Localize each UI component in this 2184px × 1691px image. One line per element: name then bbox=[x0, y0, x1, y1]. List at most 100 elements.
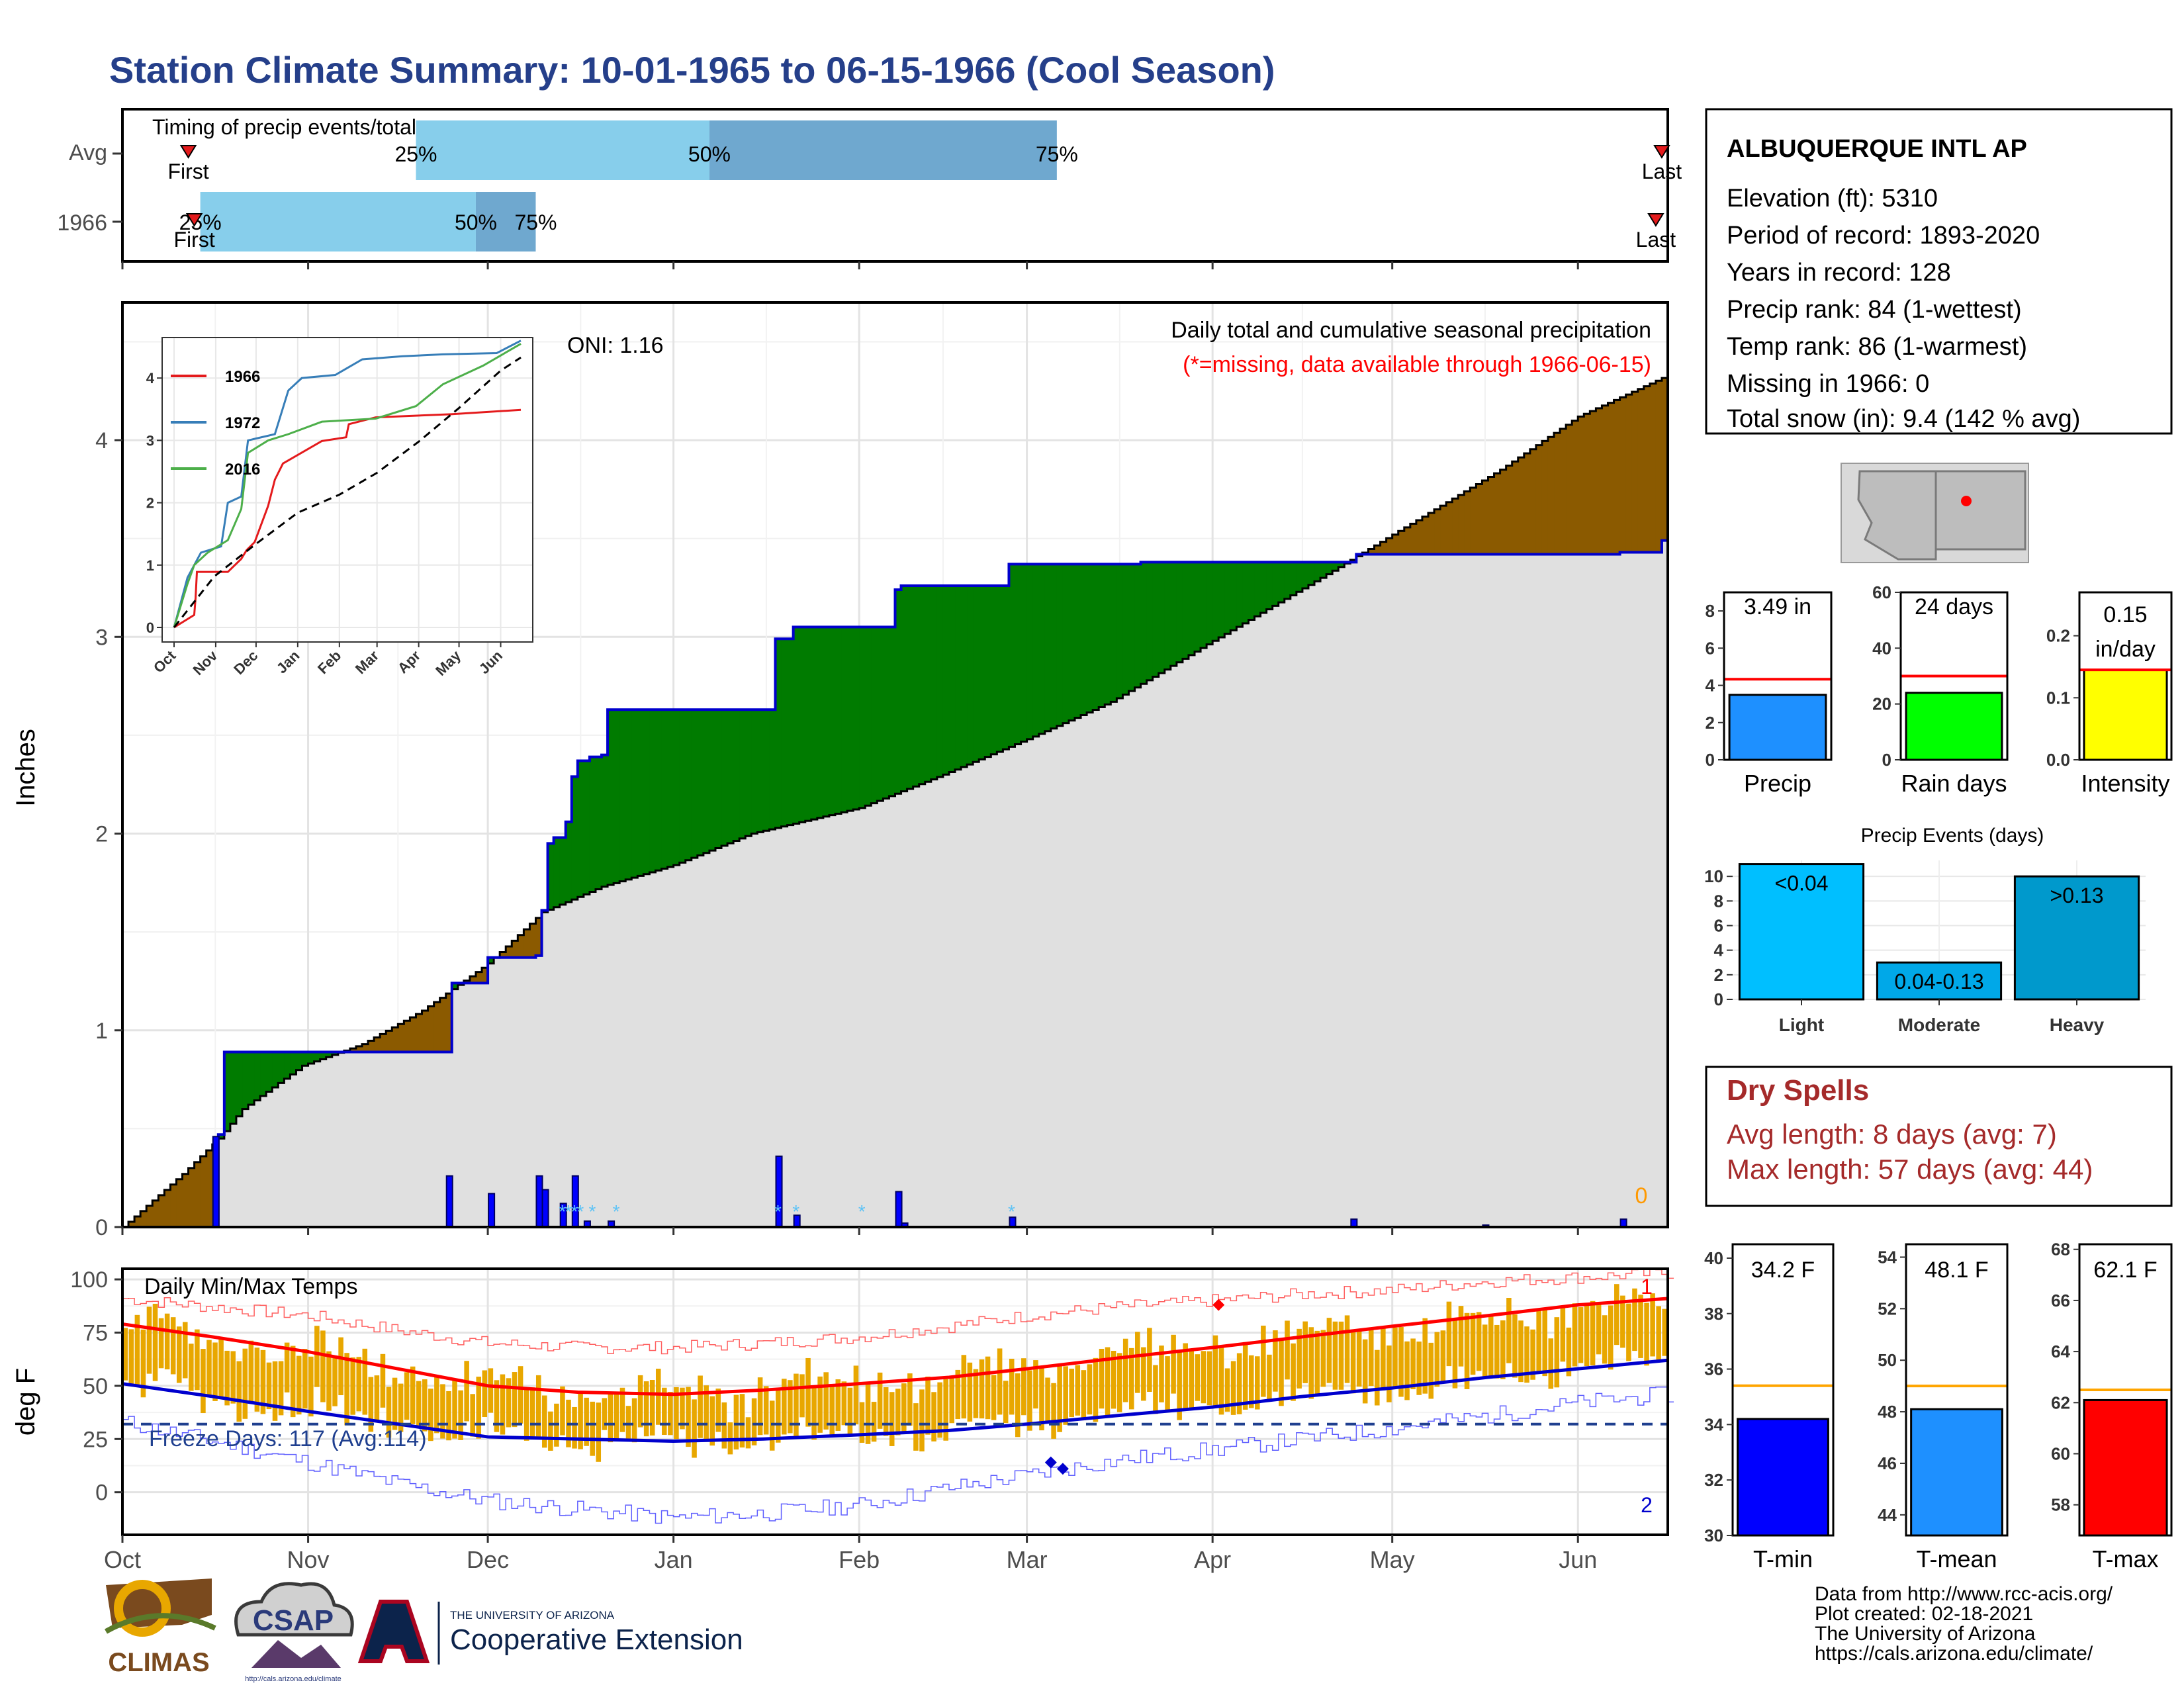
season-precip-y-tick-label-2-0: 0.0 bbox=[2046, 750, 2070, 770]
precip-departure-233 bbox=[1518, 457, 1525, 554]
precip-departure-114 bbox=[805, 627, 812, 821]
snow-marker-5: * bbox=[613, 1201, 620, 1222]
station-missing: Missing in 1966: 0 bbox=[1727, 370, 1929, 398]
station-snow: Total snow (in): 9.4 (142 % avg) bbox=[1727, 405, 2080, 433]
precip-departure-184 bbox=[1224, 562, 1231, 633]
temp-day-bar-4 bbox=[147, 1306, 152, 1373]
temp-day-bar-6 bbox=[159, 1318, 164, 1369]
ua-logo-line1: THE UNIVERSITY OF ARIZONA bbox=[450, 1609, 615, 1622]
precip-departure-92 bbox=[674, 709, 680, 865]
timing-row-label-avg: Avg bbox=[69, 140, 107, 165]
precip-departure-9 bbox=[176, 1179, 183, 1227]
temp-day-bar-65 bbox=[512, 1372, 518, 1427]
precip-departure-49 bbox=[416, 1014, 422, 1052]
precip-departure-146 bbox=[997, 586, 1003, 752]
precip-departure-125 bbox=[871, 627, 878, 803]
temp-day-bar-33 bbox=[320, 1330, 326, 1402]
season-precip-y-tick-label-0-0: 0 bbox=[1706, 750, 1715, 770]
temp-day-bar-106 bbox=[758, 1377, 763, 1435]
precip-departure-72 bbox=[554, 837, 561, 907]
precip-departure-115 bbox=[811, 627, 818, 819]
station-period: Period of record: 1893-2020 bbox=[1727, 222, 2040, 250]
precip-departure-224 bbox=[1464, 491, 1471, 554]
season-temp-bar-2 bbox=[2084, 1400, 2167, 1535]
season-temp-y-tick-label-0-3: 36 bbox=[1704, 1359, 1723, 1379]
precip-departure-126 bbox=[877, 627, 884, 801]
season-temp-value-label-0: 34.2 F bbox=[1751, 1257, 1815, 1283]
temp-day-bar-195 bbox=[1291, 1344, 1296, 1401]
precip-departure-218 bbox=[1428, 513, 1435, 554]
temp-day-bar-85 bbox=[632, 1398, 637, 1443]
precip-departure-102 bbox=[733, 709, 740, 841]
precip-departure-253 bbox=[1638, 389, 1645, 553]
temp-day-bar-243 bbox=[1578, 1307, 1584, 1363]
temp-day-bar-30 bbox=[302, 1349, 308, 1408]
temp-x-tick-label-3: Jan bbox=[655, 1546, 693, 1573]
season-temp-y-tick-label-0-4: 38 bbox=[1704, 1304, 1723, 1324]
temp-day-bar-229 bbox=[1494, 1325, 1500, 1379]
precip-departure-84 bbox=[625, 709, 632, 880]
precip-departure-249 bbox=[1614, 400, 1621, 554]
temp-day-bar-240 bbox=[1561, 1306, 1566, 1361]
temp-day-bar-178 bbox=[1189, 1351, 1194, 1408]
temp-day-bar-158 bbox=[1069, 1369, 1074, 1417]
temp-day-bar-140 bbox=[962, 1355, 967, 1418]
record-high-count: 1 bbox=[1641, 1275, 1653, 1299]
timing-first-label-0: First bbox=[167, 160, 208, 183]
precip-departure-247 bbox=[1602, 406, 1608, 555]
precip-departure-170 bbox=[1141, 562, 1148, 684]
source-university-line: The University of Arizona bbox=[1815, 1623, 2036, 1645]
temp-day-bar-162 bbox=[1093, 1358, 1099, 1422]
temp-x-tick-label-5: Mar bbox=[1007, 1546, 1048, 1573]
precip-y-tick-label-3: 3 bbox=[95, 625, 108, 650]
precip-departure-50 bbox=[422, 1011, 429, 1052]
precip-departure-144 bbox=[985, 586, 991, 757]
precip-departure-128 bbox=[889, 627, 895, 796]
precip-departure-169 bbox=[1135, 564, 1142, 687]
precip-departure-254 bbox=[1644, 387, 1651, 553]
precip-departure-173 bbox=[1159, 562, 1165, 673]
temp-day-bar-35 bbox=[332, 1356, 338, 1406]
map-arizona-newmexico bbox=[1858, 471, 2025, 559]
precip-departure-256 bbox=[1656, 381, 1662, 552]
season-temp-y-tick-label-1-1: 46 bbox=[1878, 1453, 1897, 1473]
precip-departure-13 bbox=[201, 1156, 207, 1227]
events-x-tick-label-2: Heavy bbox=[2050, 1015, 2105, 1035]
precip-departure-52 bbox=[434, 1002, 441, 1052]
temp-day-bar-193 bbox=[1279, 1340, 1284, 1406]
temp-y-tick-label-25: 25 bbox=[83, 1427, 108, 1452]
season-precip-y-tick-label-1-0: 0 bbox=[1882, 750, 1891, 770]
precip-departure-189 bbox=[1255, 562, 1261, 616]
precip-departure-180 bbox=[1201, 562, 1207, 648]
temp-day-bar-36 bbox=[338, 1338, 343, 1395]
season-precip-y-tick-label-0-3: 6 bbox=[1706, 638, 1715, 658]
temp-day-bar-88 bbox=[650, 1380, 655, 1436]
station-elevation: Elevation (ft): 5310 bbox=[1727, 185, 1938, 212]
csap-logo-mountain bbox=[251, 1640, 341, 1668]
season-precip-value-label-0: 3.49 in bbox=[1744, 594, 1811, 619]
precip-departure-142 bbox=[973, 586, 979, 762]
precip-departure-187 bbox=[1242, 562, 1249, 623]
precip-departure-105 bbox=[751, 709, 758, 833]
season-temp-y-tick-label-1-5: 54 bbox=[1878, 1247, 1897, 1267]
temp-day-bar-221 bbox=[1447, 1302, 1452, 1366]
temp-day-bar-24 bbox=[267, 1363, 272, 1409]
season-temp-label-0: T-min bbox=[1753, 1545, 1813, 1573]
temp-day-bar-104 bbox=[746, 1417, 751, 1448]
timing-p50-label-1: 50% bbox=[455, 210, 497, 234]
season-temp-y-tick-label-2-2: 62 bbox=[2051, 1393, 2070, 1412]
season-precip-y-tick-label-1-1: 20 bbox=[1872, 694, 1891, 714]
precip-departure-111 bbox=[788, 639, 794, 825]
temp-day-bar-190 bbox=[1261, 1326, 1266, 1397]
season-precip-y-tick-label-2-2: 0.2 bbox=[2046, 626, 2070, 646]
season-precip-value-label-2-1: in/day bbox=[2095, 637, 2156, 662]
precip-departure-239 bbox=[1554, 433, 1561, 554]
temp-day-bar-15 bbox=[212, 1342, 218, 1400]
temp-day-bar-122 bbox=[854, 1365, 859, 1424]
temp-day-bar-191 bbox=[1267, 1355, 1272, 1401]
precip-departure-85 bbox=[631, 709, 638, 878]
precip-departure-193 bbox=[1279, 562, 1285, 602]
precip-y-tick-label-4: 4 bbox=[95, 428, 108, 453]
temp-day-bar-180 bbox=[1201, 1351, 1206, 1403]
